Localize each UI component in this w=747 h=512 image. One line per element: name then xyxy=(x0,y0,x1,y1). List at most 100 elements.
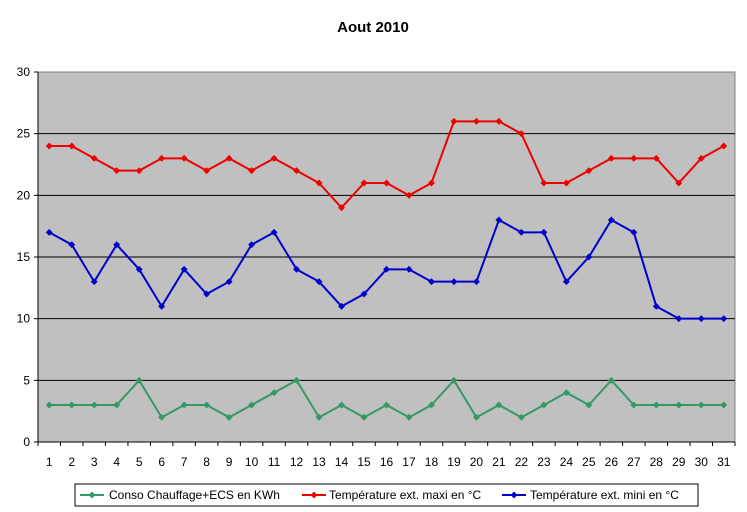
data-point xyxy=(203,290,211,298)
x-tick-label: 28 xyxy=(650,455,664,469)
data-point xyxy=(113,401,121,409)
data-point xyxy=(405,191,413,199)
x-axis-ticks: 1 2 3 4 5 6 7 8 9 10 11 12 13 14 15 16 17 18 19 20 21 22 23 24 2… xyxy=(37,442,736,469)
data-point xyxy=(337,204,346,212)
series-layer xyxy=(45,117,728,421)
data-point xyxy=(405,413,413,421)
x-tick-label: 6 xyxy=(158,455,165,469)
data-point xyxy=(225,278,233,286)
series-3 xyxy=(45,216,728,323)
data-point xyxy=(158,154,166,162)
data-point xyxy=(180,154,188,162)
data-point xyxy=(517,130,525,138)
data-point xyxy=(113,241,121,249)
data-point xyxy=(450,278,458,286)
data-point xyxy=(113,167,121,175)
data-point xyxy=(517,413,525,421)
legend-marker xyxy=(310,491,318,499)
data-point xyxy=(382,179,391,187)
series-2 xyxy=(45,117,728,212)
data-point xyxy=(90,278,98,286)
data-point xyxy=(68,142,76,150)
data-point xyxy=(360,413,368,421)
data-point xyxy=(360,179,368,187)
y-tick-label: 15 xyxy=(17,250,31,264)
data-point xyxy=(652,302,660,310)
x-tick-label: 5 xyxy=(136,455,143,469)
x-tick-label: 12 xyxy=(290,455,304,469)
x-tick-label: 26 xyxy=(605,455,619,469)
data-point xyxy=(630,228,638,236)
data-point xyxy=(158,413,166,421)
data-point xyxy=(472,278,480,286)
x-tick-label: 4 xyxy=(113,455,120,469)
data-point xyxy=(720,142,728,150)
data-point xyxy=(203,167,211,175)
data-point xyxy=(720,401,728,409)
legend-item-3: Température ext. mini en °C xyxy=(502,488,679,502)
data-point xyxy=(68,241,76,249)
x-tick-label: 25 xyxy=(582,455,596,469)
legend-label: Température ext. mini en °C xyxy=(530,488,679,502)
x-tick-label: 21 xyxy=(492,455,506,469)
data-point xyxy=(630,401,638,409)
data-point xyxy=(697,154,705,162)
data-point xyxy=(517,228,525,236)
data-point xyxy=(337,302,346,310)
data-point xyxy=(427,278,436,286)
x-tick-label: 8 xyxy=(203,455,210,469)
x-tick-label: 9 xyxy=(226,455,233,469)
x-tick-label: 13 xyxy=(312,455,326,469)
data-point xyxy=(450,376,458,384)
y-tick-label: 25 xyxy=(17,127,31,141)
data-point xyxy=(585,167,593,175)
x-tick-label: 2 xyxy=(68,455,75,469)
data-point xyxy=(225,154,233,162)
data-point xyxy=(270,154,278,162)
x-tick-label: 27 xyxy=(627,455,641,469)
data-point xyxy=(270,228,278,236)
x-tick-label: 7 xyxy=(181,455,188,469)
x-tick-label: 31 xyxy=(717,455,731,469)
data-point xyxy=(540,401,548,409)
x-tick-label: 19 xyxy=(447,455,461,469)
data-point xyxy=(248,167,256,175)
legend: Conso Chauffage+ECS en KWh Température ex… xyxy=(74,483,699,507)
data-point xyxy=(248,241,256,249)
x-tick-label: 3 xyxy=(91,455,98,469)
data-point xyxy=(585,253,593,261)
data-point xyxy=(495,117,503,125)
data-point xyxy=(607,154,615,162)
x-tick-label: 1 xyxy=(46,455,53,469)
data-point xyxy=(652,401,660,409)
x-tick-label: 18 xyxy=(425,455,439,469)
data-point xyxy=(135,167,143,175)
data-point xyxy=(68,401,76,409)
x-tick-label: 23 xyxy=(537,455,551,469)
data-point xyxy=(203,401,211,409)
data-point xyxy=(607,216,615,224)
legend-label: Température ext. maxi en °C xyxy=(329,488,482,502)
data-point xyxy=(45,142,53,150)
data-point xyxy=(45,228,53,236)
x-tick-label: 29 xyxy=(672,455,686,469)
y-axis-ticks: 0 5 10 15 20 25 30 xyxy=(17,65,38,449)
data-point xyxy=(540,179,548,187)
data-point xyxy=(675,315,683,323)
y-tick-label: 0 xyxy=(23,435,30,449)
x-tick-label: 17 xyxy=(402,455,416,469)
data-point xyxy=(562,179,570,187)
data-point xyxy=(158,302,166,310)
chart-title: Aout 2010 xyxy=(337,19,409,36)
data-point xyxy=(720,315,728,323)
x-tick-label: 24 xyxy=(560,455,574,469)
data-point xyxy=(472,117,480,125)
x-tick-label: 16 xyxy=(380,455,394,469)
data-point xyxy=(270,389,278,397)
legend-item-2: Température ext. maxi en °C xyxy=(302,488,482,502)
data-point xyxy=(427,401,436,409)
data-point xyxy=(675,401,683,409)
data-point xyxy=(225,413,233,421)
data-point xyxy=(540,228,548,236)
data-point xyxy=(562,389,570,397)
